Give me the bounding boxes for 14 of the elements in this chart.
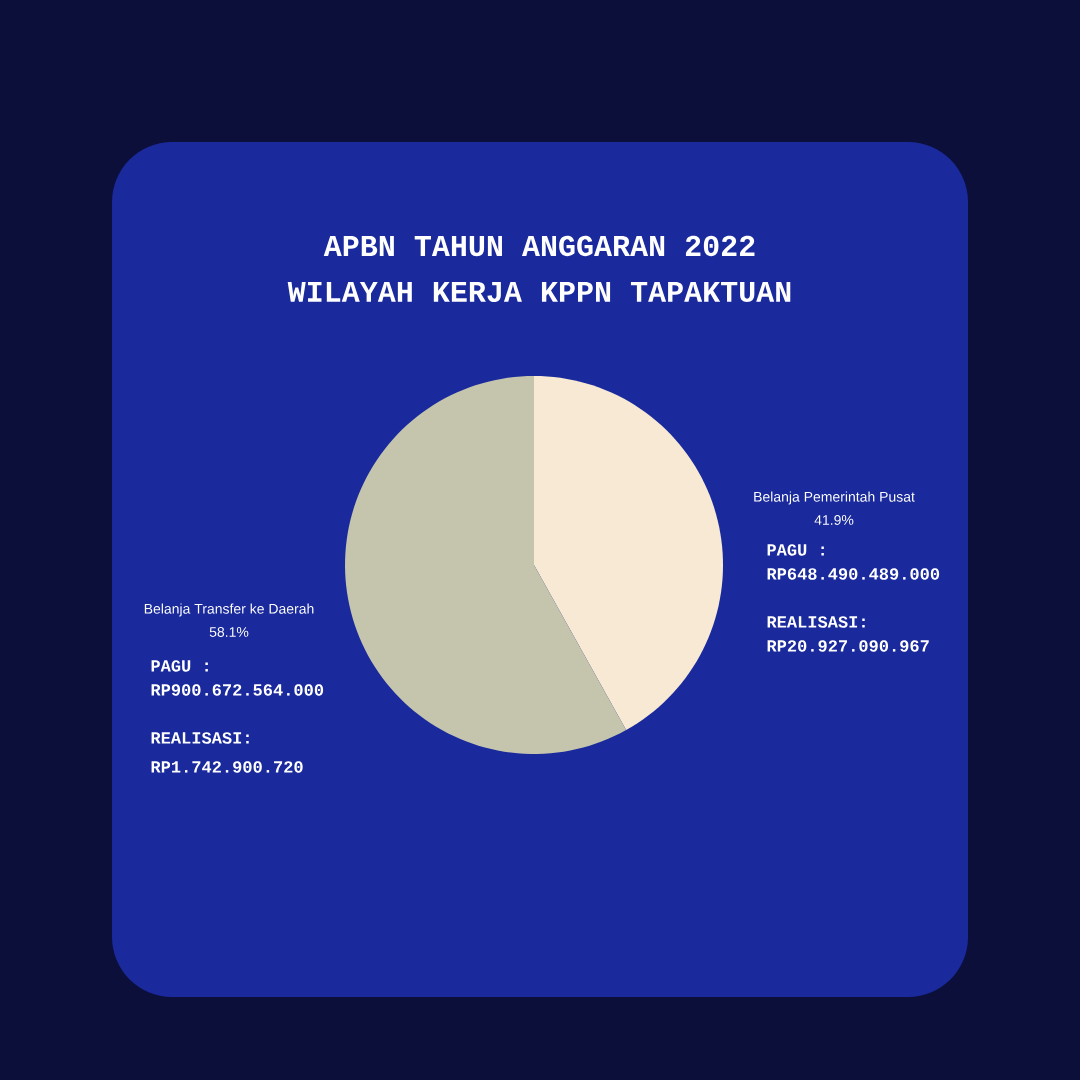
text: RP648.490.489.000 (767, 568, 940, 580)
text: REALISASI: (767, 616, 865, 628)
text: REALISASI: (151, 732, 249, 744)
data-label: 41.9% (814, 515, 854, 525)
text: RP1.742.900.720 (151, 761, 303, 773)
chart-subtitle: WILAYAH KERJA KPPN TAPAKTUAN (287, 281, 791, 302)
text: PAGU : (767, 544, 824, 556)
slice-label: Belanja Pemerintah Pusat (754, 491, 915, 505)
text: PAGU : (151, 660, 208, 672)
data-label: 58.1% (209, 627, 249, 637)
slice-label: Belanja Transfer ke Daerah (144, 603, 314, 617)
text: RP20.927.090.967 (767, 640, 929, 652)
chart-title: APBN TAHUN ANGGARAN 2022 (323, 235, 755, 257)
text: RP900.672.564.000 (151, 684, 324, 696)
